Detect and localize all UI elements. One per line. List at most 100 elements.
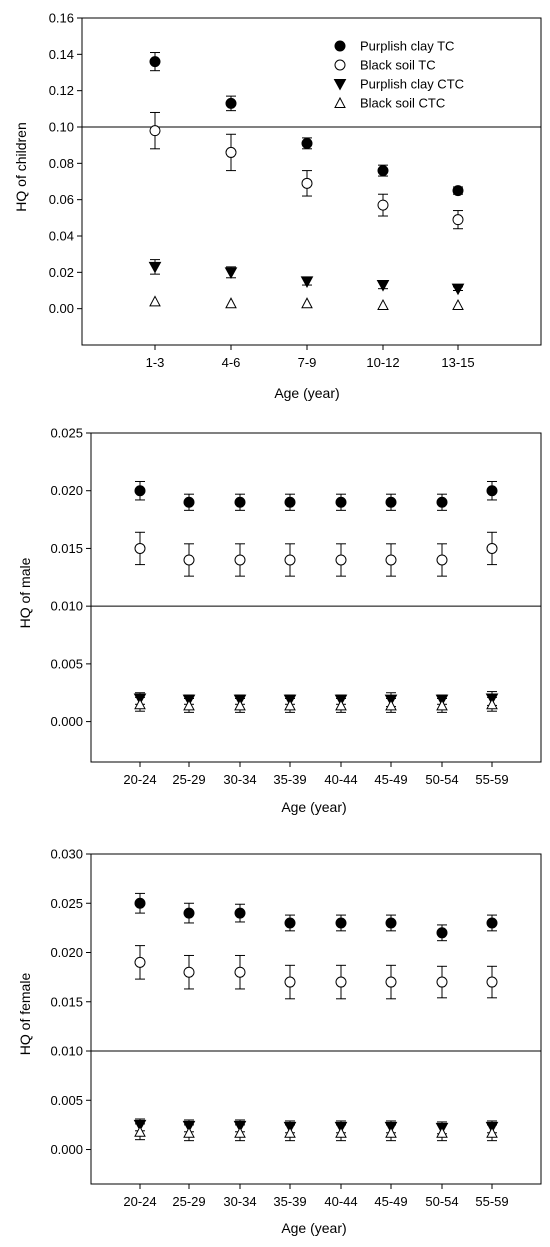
data-point (436, 1126, 448, 1138)
data-point (234, 554, 246, 566)
x-tick-label: 7-9 (298, 355, 317, 370)
data-point (284, 496, 296, 508)
data-point (234, 496, 246, 508)
data-point (234, 699, 246, 711)
data-point (377, 298, 389, 311)
legend-label: Black soil TC (360, 58, 436, 73)
legend-label: Purplish clay CTC (360, 77, 464, 92)
y-axis-title: HQ of male (17, 557, 33, 628)
x-axis-title: Age (year) (281, 1220, 346, 1236)
plot-frame (90, 432, 542, 763)
panel-female: 0.000 0.005 0.010 0.015 0.020 0.025 0.030 20-24… (17, 847, 542, 1236)
data-point (335, 1126, 347, 1138)
data-point (224, 267, 238, 279)
data-point (134, 897, 146, 909)
data-point (149, 56, 161, 68)
data-point (183, 1126, 195, 1138)
y-tick-label: 0.02 (49, 265, 74, 280)
x-tick-label: 10-12 (366, 355, 399, 370)
data-point (335, 699, 347, 711)
y-tick-label: 0.025 (50, 896, 83, 911)
x-axis-title: Age (year) (281, 799, 346, 815)
data-point (377, 199, 389, 211)
y-tick-label: 0.10 (49, 120, 74, 135)
panel-male: 0.000 0.005 0.010 0.015 0.020 0.025 20-24 25-29… (17, 426, 542, 815)
panel-children: 0.00 0.02 0.04 0.06 0.08 0.10 0.12 0.14 0.16 1-3 4… (13, 11, 542, 401)
x-axis-title: Age (year) (274, 385, 339, 401)
data-point (225, 146, 237, 158)
y-axis-title: HQ of female (17, 973, 33, 1056)
data-point (183, 966, 195, 978)
x-tick-label: 35-39 (273, 772, 306, 787)
data-point (284, 1126, 296, 1138)
data-point (486, 917, 498, 929)
y-tick-label: 0.030 (50, 847, 83, 862)
x-tick-label: 35-39 (273, 1194, 306, 1209)
data-point (225, 97, 237, 109)
data-point (436, 927, 448, 939)
legend-label: Purplish clay TC (360, 39, 454, 54)
x-tick-label: 55-59 (475, 772, 508, 787)
y-tick-label: 0.020 (50, 483, 83, 498)
data-point (436, 699, 448, 711)
data-point (301, 177, 313, 189)
data-point (385, 699, 397, 711)
data-point (335, 976, 347, 988)
y-tick-label: 0.08 (49, 156, 74, 171)
data-point (183, 554, 195, 566)
legend: Purplish clay TC Black soil TC Purplish cl… (333, 39, 464, 111)
x-tick-label: 13-15 (441, 355, 474, 370)
data-point (234, 966, 246, 978)
legend-marker (333, 79, 347, 91)
data-point (486, 542, 498, 554)
legend-label: Black soil CTC (360, 96, 445, 111)
data-point (436, 976, 448, 988)
data-point (183, 699, 195, 711)
data-point (284, 917, 296, 929)
data-point (486, 698, 498, 710)
x-tick-label: 25-29 (172, 1194, 205, 1209)
y-tick-label: 0.020 (50, 945, 83, 960)
y-tick-label: 0.015 (50, 541, 83, 556)
data-point (134, 698, 146, 710)
data-point (385, 917, 397, 929)
y-tick-label: 0.000 (50, 1142, 83, 1157)
data-point (301, 297, 313, 309)
data-point (234, 907, 246, 919)
data-point (300, 276, 314, 288)
x-tick-label: 40-44 (324, 1194, 357, 1209)
legend-marker (334, 59, 346, 71)
data-point (385, 496, 397, 508)
data-point (301, 137, 313, 149)
data-point (451, 283, 465, 296)
y-tick-label: 0.010 (50, 599, 83, 614)
y-tick-label: 0.010 (50, 1044, 83, 1059)
data-point (376, 280, 390, 292)
x-tick-label: 25-29 (172, 772, 205, 787)
data-point (385, 976, 397, 988)
data-point (452, 185, 464, 197)
data-point (148, 261, 162, 274)
x-tick-label: 30-34 (223, 1194, 256, 1209)
y-tick-label: 0.025 (50, 426, 83, 441)
x-tick-label: 45-49 (374, 772, 407, 787)
x-tick-label: 55-59 (475, 1194, 508, 1209)
data-point (436, 554, 448, 566)
data-point (134, 542, 146, 554)
y-tick-label: 0.005 (50, 1093, 83, 1108)
y-tick-label: 0.015 (50, 994, 83, 1009)
x-tick-label: 20-24 (123, 1194, 156, 1209)
data-point (385, 554, 397, 566)
data-point (436, 496, 448, 508)
data-point (134, 485, 146, 497)
data-point (134, 956, 146, 968)
data-point (486, 1126, 498, 1138)
data-point (284, 554, 296, 566)
x-tick-label: 20-24 (123, 772, 156, 787)
data-point (377, 165, 389, 177)
y-tick-label: 0.06 (49, 192, 74, 207)
data-point (452, 298, 464, 311)
data-point (335, 496, 347, 508)
data-point (335, 917, 347, 929)
